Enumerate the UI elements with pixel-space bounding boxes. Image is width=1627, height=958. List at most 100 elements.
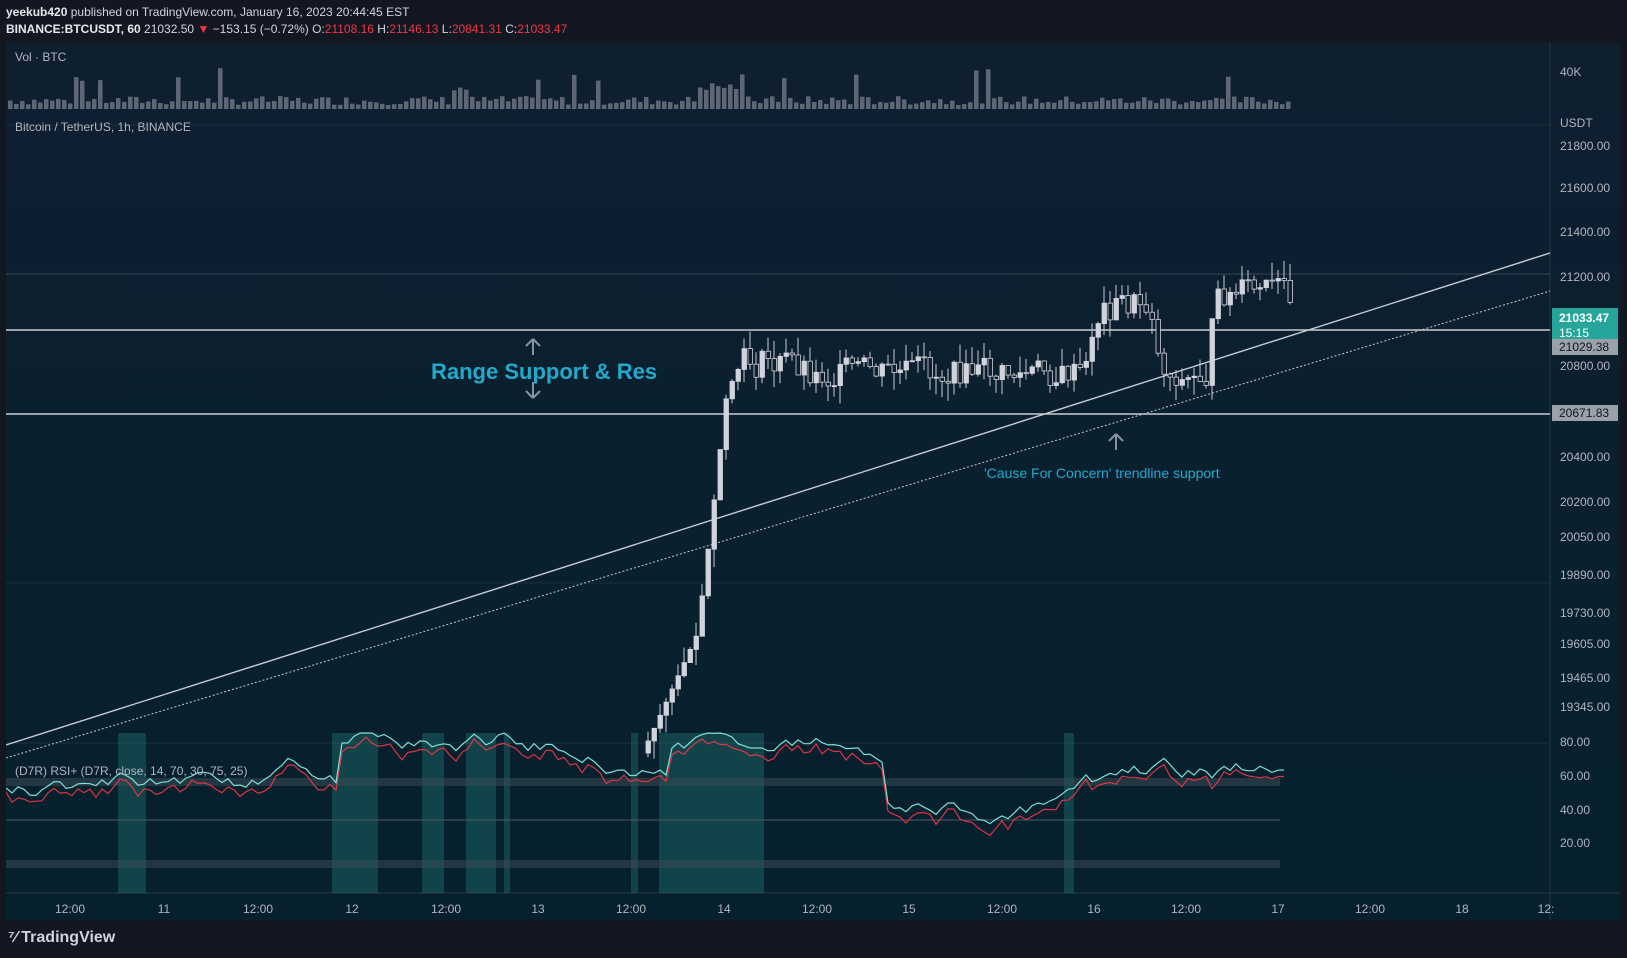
time-tick-label: 12:00 [987, 902, 1017, 916]
volume-bar [1076, 103, 1081, 109]
volume-bar [476, 101, 481, 109]
volume-bar [1244, 96, 1249, 109]
volume-bar [1010, 104, 1015, 109]
volume-bar [1028, 103, 1033, 109]
author-name[interactable]: yeekub420 [6, 5, 68, 19]
volume-bar [518, 96, 523, 109]
volume-bar [134, 97, 139, 109]
volume-bar [176, 77, 181, 109]
symbol-name[interactable]: BINANCE:BTCUSDT, 60 [6, 22, 141, 36]
time-tick-label: 17 [1271, 902, 1285, 916]
volume-bar [1160, 98, 1165, 109]
volume-bar [428, 99, 433, 109]
volume-bar [596, 80, 601, 109]
candle-body [753, 363, 759, 378]
volume-bar [56, 98, 61, 109]
volume-bar [674, 104, 679, 109]
rsi-highlight-band [504, 733, 510, 893]
candle-body [651, 727, 657, 742]
low-value: 20841.31 [451, 22, 502, 36]
volume-bar [1232, 96, 1237, 109]
chart-svg[interactable]: Vol · BTC 40K Bitcoin / TetherUS, 1h, BI… [5, 43, 1620, 920]
volume-bar [866, 97, 871, 109]
volume-bar [998, 96, 1003, 109]
candle-body [1215, 288, 1221, 320]
volume-bar [140, 102, 145, 109]
trendline-annotation[interactable]: 'Cause For Concern' trendline support [984, 465, 1220, 481]
volume-bar [632, 97, 637, 109]
trendline-arrow-icon [1108, 433, 1124, 450]
candle-body [1251, 279, 1257, 290]
volume-bar [158, 102, 163, 109]
volume-bar [758, 103, 763, 109]
candle-body [951, 361, 957, 384]
price-change: −153.15 (−0.72%) [212, 22, 309, 36]
price-tick-label: 19890.00 [1560, 568, 1610, 582]
volume-bar [392, 104, 397, 109]
volume-bar [1238, 102, 1243, 109]
volume-bar [290, 100, 295, 109]
trendline-dotted[interactable] [5, 290, 1551, 759]
candle-body [1227, 291, 1233, 306]
volume-bar [536, 79, 541, 109]
candle-body [867, 357, 873, 368]
volume-bar [1286, 101, 1291, 109]
volume-bar [8, 100, 13, 109]
volume-bar [626, 99, 631, 109]
price-tick-label: 21400.00 [1560, 225, 1610, 239]
candle-body [837, 363, 843, 387]
arrow-up-icon [525, 338, 541, 355]
brand-name: TradingView [21, 929, 116, 946]
candle-body [759, 350, 765, 378]
volume-bar [578, 103, 583, 109]
candle-body [1035, 360, 1041, 368]
volume-bar [314, 98, 319, 109]
candle-body [1269, 279, 1275, 282]
candle-body [999, 365, 1005, 380]
volume-bar [950, 100, 955, 109]
volume-bar [116, 98, 121, 109]
volume-bar [794, 102, 799, 109]
volume-bar [182, 101, 187, 109]
candle-body [675, 675, 681, 690]
volume-bar [206, 98, 211, 109]
volume-bar [74, 77, 79, 109]
candle-body [663, 701, 669, 716]
range-annotation[interactable]: Range Support & Res [431, 359, 657, 384]
volume-bar [572, 74, 577, 109]
candle-body [987, 357, 993, 377]
candle-body [783, 352, 789, 357]
candle-body [1059, 365, 1065, 384]
volume-bar [890, 101, 895, 109]
volume-bar [1094, 101, 1099, 109]
candle-body [993, 375, 999, 380]
volume-bar [218, 68, 223, 109]
volume-bar [608, 103, 613, 109]
candle-body [735, 368, 741, 382]
volume-bar [734, 88, 739, 109]
candle-body [1149, 311, 1155, 320]
volume-bar [386, 104, 391, 109]
volume-bar [986, 69, 991, 109]
volume-bar [68, 103, 73, 109]
tradingview-logo[interactable]: ⁷⁄ TradingView [8, 929, 115, 947]
time-tick-label: 12: [1538, 902, 1555, 916]
volume-bar [644, 96, 649, 109]
volume-bar [224, 97, 229, 109]
high-value: 21146.13 [389, 22, 439, 36]
volume-bar [494, 98, 499, 109]
candle-body [1245, 279, 1251, 282]
volume-bar [854, 74, 859, 109]
volume-bar [542, 99, 547, 109]
volume-bar [434, 101, 439, 109]
volume-bar [122, 101, 127, 109]
chart-frame[interactable]: Vol · BTC 40K Bitcoin / TetherUS, 1h, BI… [5, 43, 1620, 920]
volume-bar [1034, 98, 1039, 109]
trendline-solid[interactable] [5, 252, 1551, 746]
candle-body [1077, 363, 1083, 368]
volume-bar [824, 103, 829, 109]
volume-bar [1226, 76, 1231, 109]
candle-body [1281, 278, 1287, 281]
volume-bar [146, 101, 151, 109]
volume-bar [506, 101, 511, 109]
